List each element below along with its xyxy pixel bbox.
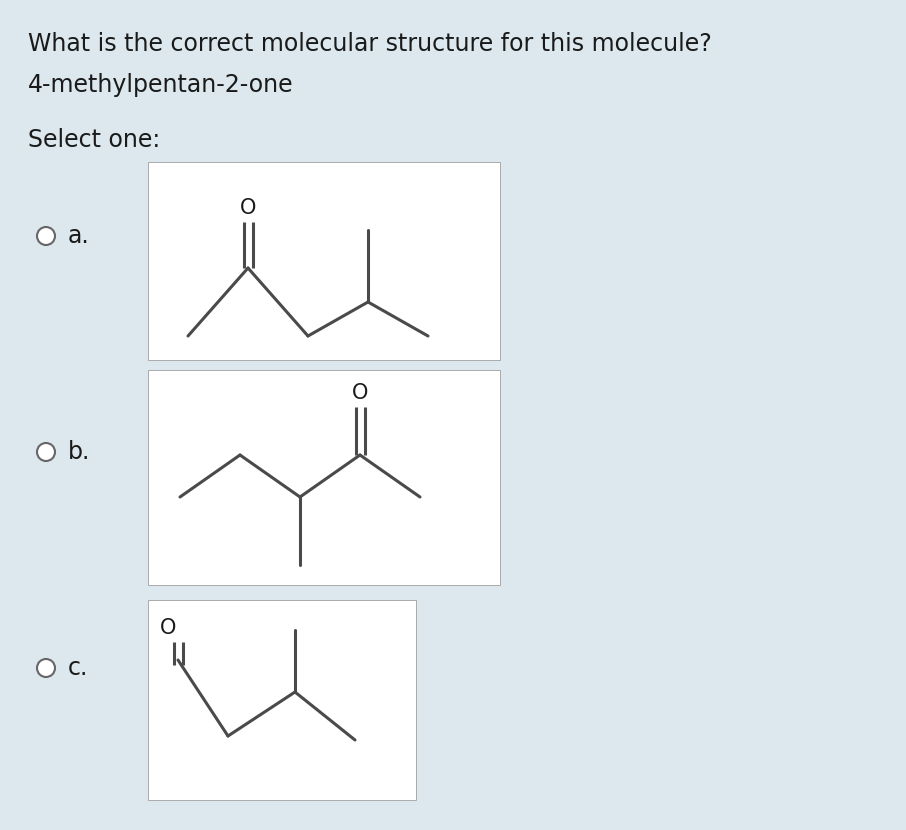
Bar (148, 370, 500, 585)
Text: What is the correct molecular structure for this molecule?: What is the correct molecular structure … (28, 32, 712, 56)
Text: Select one:: Select one: (28, 128, 160, 152)
Text: 4-methylpentan-2-one: 4-methylpentan-2-one (28, 73, 294, 97)
Text: O: O (240, 198, 256, 218)
Circle shape (37, 443, 55, 461)
Bar (148, 162, 500, 360)
Circle shape (37, 227, 55, 245)
Text: a.: a. (68, 224, 90, 248)
Bar (148, 600, 416, 800)
Text: O: O (352, 383, 368, 403)
Text: c.: c. (68, 656, 89, 680)
Circle shape (37, 659, 55, 677)
Text: b.: b. (68, 440, 91, 464)
Text: O: O (159, 618, 176, 638)
